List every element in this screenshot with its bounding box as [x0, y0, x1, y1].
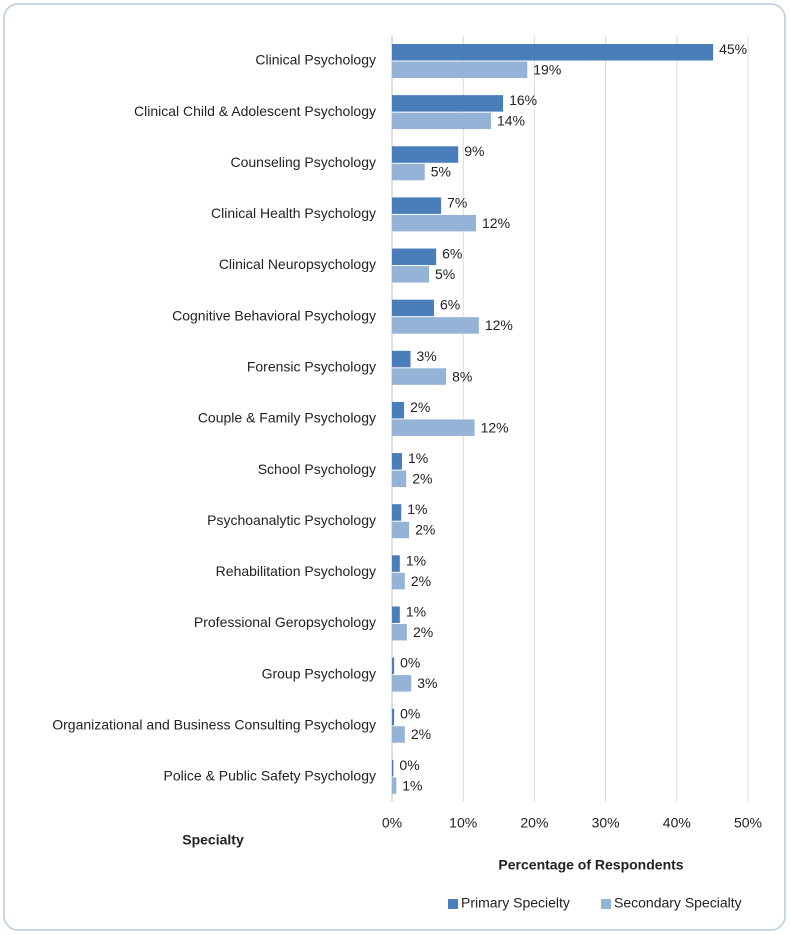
value-label: 2%: [411, 726, 431, 742]
bar: [392, 453, 402, 470]
value-label: 5%: [435, 266, 455, 282]
bar: [392, 163, 425, 181]
y-tick-label: Couple & Family Psychology: [198, 410, 376, 426]
value-label: 1%: [408, 450, 428, 466]
bar: [392, 197, 442, 214]
y-tick-label: Clinical Neuropsychology: [219, 256, 376, 272]
value-label: 8%: [452, 368, 472, 384]
y-tick-label: Clinical Psychology: [255, 52, 376, 68]
y-tick-label: Professional Geropsychology: [194, 614, 376, 630]
bar: [392, 350, 411, 368]
x-tick-label: 0%: [382, 815, 402, 831]
bar: [392, 623, 407, 641]
x-axis-title: Percentage of Respondents: [498, 857, 683, 873]
value-label: 14%: [497, 113, 525, 129]
value-label: 0%: [399, 757, 419, 773]
bar: [392, 572, 405, 590]
value-label: 2%: [413, 624, 433, 640]
y-tick-label: Police & Public Safety Psychology: [164, 768, 376, 784]
legend-label: Secondary Specialty: [614, 895, 742, 911]
x-tick-label: 20%: [520, 815, 548, 831]
value-label: 16%: [509, 92, 537, 108]
x-tick-label: 50%: [734, 815, 762, 831]
value-label: 45%: [719, 41, 747, 57]
bar: [392, 521, 410, 539]
bar: [392, 248, 437, 266]
bar: [392, 401, 405, 419]
bar: [392, 214, 477, 232]
value-label: 0%: [400, 706, 420, 722]
value-label: 2%: [415, 522, 435, 538]
value-label: 1%: [406, 552, 426, 568]
bar: [392, 777, 397, 794]
value-label: 0%: [400, 655, 420, 671]
y-tick-label: Group Psychology: [262, 665, 376, 681]
bar: [392, 299, 435, 317]
x-tick-label: 40%: [663, 815, 691, 831]
bar: [392, 368, 447, 385]
bar: [392, 112, 491, 130]
y-axis-title: Specialty: [182, 832, 244, 848]
bar: [392, 606, 400, 623]
value-label: 1%: [407, 501, 427, 517]
value-label: 5%: [431, 164, 451, 180]
bar: [392, 470, 407, 488]
y-tick-label: Clinical Child & Adolescent Psychology: [134, 103, 376, 119]
bar: [392, 61, 528, 78]
value-label: 3%: [417, 675, 437, 691]
bar: [392, 657, 395, 675]
x-tick-label: 10%: [449, 815, 477, 831]
bar: [392, 317, 479, 334]
value-label: 6%: [440, 297, 460, 313]
value-label: 6%: [442, 245, 462, 261]
value-label: 12%: [485, 317, 513, 333]
bar: [392, 555, 400, 572]
y-tick-label: Rehabilitation Psychology: [216, 563, 376, 579]
value-label: 2%: [410, 399, 430, 415]
value-label: 1%: [402, 777, 422, 793]
bar: [392, 708, 395, 726]
y-tick-label: School Psychology: [258, 461, 376, 477]
y-tick-label: Organizational and Business Consulting P…: [52, 716, 376, 732]
legend-swatch: [448, 899, 458, 909]
value-label: 3%: [417, 348, 437, 364]
bar: [392, 44, 714, 61]
bar: [392, 266, 430, 283]
value-label: 2%: [411, 573, 431, 589]
legend-label: Primary Specielty: [461, 895, 570, 911]
value-label: 9%: [464, 143, 484, 159]
value-label: 7%: [447, 194, 467, 210]
y-tick-label: Psychoanalytic Psychology: [207, 512, 376, 528]
legend-swatch: [601, 899, 611, 909]
value-label: 12%: [482, 215, 510, 231]
bar: [392, 146, 459, 163]
bar: [392, 419, 475, 436]
value-label: 19%: [533, 61, 561, 77]
value-label: 12%: [481, 419, 509, 435]
value-label: 1%: [406, 603, 426, 619]
x-tick-label: 30%: [592, 815, 620, 831]
y-tick-label: Forensic Psychology: [247, 359, 376, 375]
bar: [392, 95, 504, 112]
bar: [392, 726, 405, 743]
y-tick-label: Cognitive Behavioral Psychology: [172, 307, 376, 323]
bar: [392, 504, 402, 521]
y-tick-label: Clinical Health Psychology: [211, 205, 376, 221]
bar: [392, 759, 394, 777]
y-tick-label: Counseling Psychology: [230, 154, 376, 170]
bar: [392, 675, 412, 692]
value-label: 2%: [412, 471, 432, 487]
